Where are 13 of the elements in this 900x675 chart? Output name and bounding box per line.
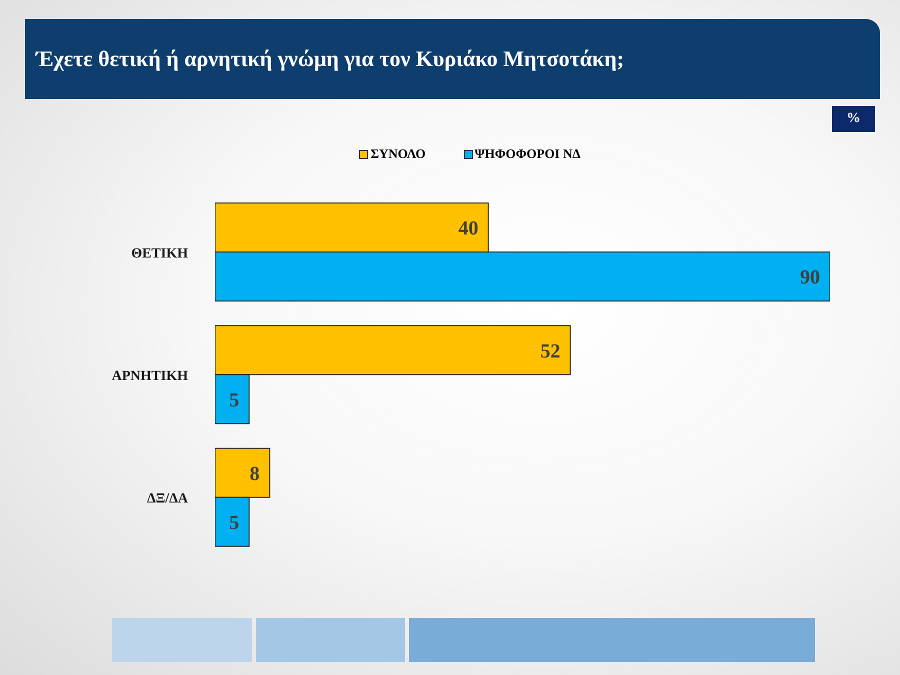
data-label: 40 [458, 218, 478, 240]
y-tick-label: ΘΕΤΙΚΗ [131, 246, 188, 262]
data-label: 90 [800, 266, 820, 289]
y-tick-label: ΔΞ/ΔΑ [146, 492, 189, 507]
legend-label: ΨΗΦΟΦΟΡΟΙ ΝΔ [474, 146, 581, 162]
data-label: 8 [250, 462, 260, 485]
data-label: 5 [229, 512, 240, 534]
y-tick-label: ΑΡΝΗΤΙΚΗ [112, 369, 188, 384]
chart-title: Έχετε θετική ή αρνητική γνώμη για τον Κυριάκο Μητσοτάκη; [36, 46, 624, 72]
legend-label: ΣΥΝΟΛΟ [370, 146, 426, 162]
data-label: 52 [540, 340, 560, 362]
text: % [832, 106, 875, 132]
data-label: 5 [229, 389, 240, 412]
